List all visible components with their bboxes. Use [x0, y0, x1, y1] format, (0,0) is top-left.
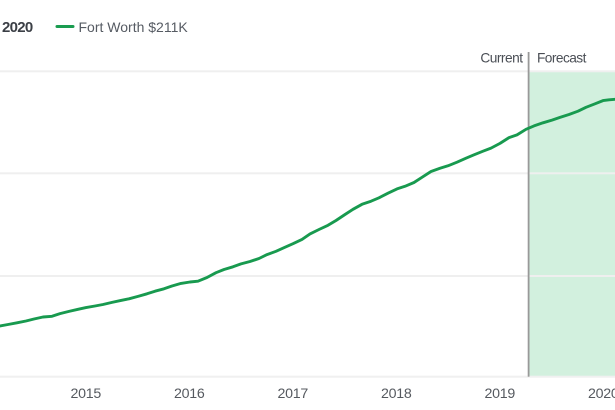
svg-text:2019: 2019: [485, 386, 516, 402]
svg-text:Current: Current: [480, 51, 523, 66]
svg-text:2016: 2016: [174, 386, 205, 402]
svg-text:2015: 2015: [71, 386, 102, 402]
svg-text:Fort Worth $211K: Fort Worth $211K: [79, 19, 189, 35]
svg-text:2020: 2020: [2, 19, 33, 36]
svg-text:2020: 2020: [588, 386, 615, 402]
svg-text:Forecast: Forecast: [537, 51, 587, 66]
svg-text:2018: 2018: [381, 386, 412, 402]
svg-text:2017: 2017: [278, 386, 309, 402]
